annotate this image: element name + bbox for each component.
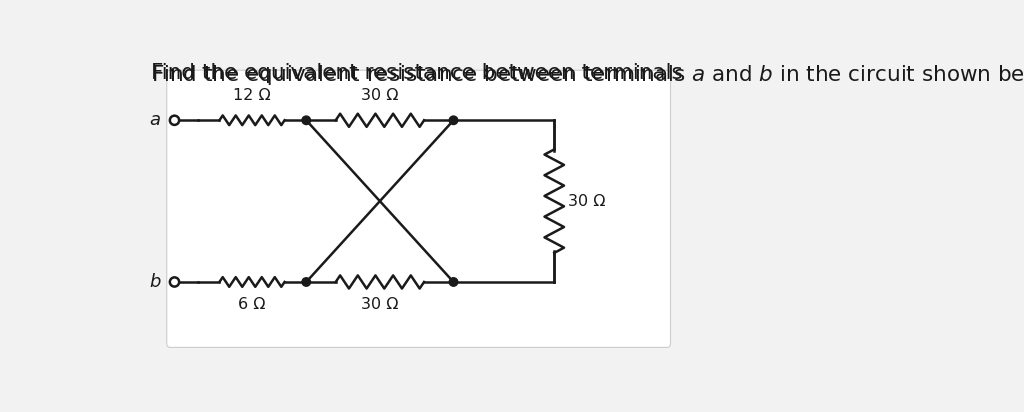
Text: 12 Ω: 12 Ω	[233, 88, 271, 103]
Text: 30 Ω: 30 Ω	[568, 194, 606, 208]
Text: 30 Ω: 30 Ω	[361, 88, 398, 103]
Circle shape	[302, 116, 310, 124]
FancyBboxPatch shape	[167, 70, 671, 347]
Text: Find the equivalent resistance between terminals: Find the equivalent resistance between t…	[152, 63, 690, 82]
Circle shape	[450, 116, 458, 124]
Circle shape	[302, 278, 310, 286]
Text: 6 Ω: 6 Ω	[239, 297, 266, 312]
Text: Find the equivalent resistance between terminals $a$ and $b$ in the circuit show: Find the equivalent resistance between t…	[152, 63, 1024, 87]
Text: b: b	[150, 273, 161, 291]
Text: 30 Ω: 30 Ω	[361, 297, 398, 312]
Circle shape	[450, 278, 458, 286]
Text: a: a	[150, 111, 161, 129]
